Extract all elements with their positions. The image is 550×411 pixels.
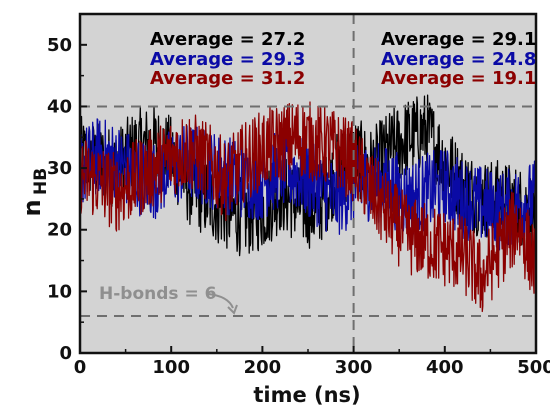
hbond-annotation-label: H-bonds = 6 (99, 284, 216, 304)
y-tick-label: 30 (47, 158, 72, 179)
avg-right-series2: Average = 24.8 (381, 49, 536, 70)
x-tick-label: 400 (426, 357, 464, 378)
y-axis-title-sub: HB (31, 168, 51, 195)
series-line-3 (79, 101, 537, 313)
y-tick-label: 40 (47, 96, 72, 117)
x-tick-label: 200 (244, 357, 282, 378)
y-axis-title-main: n (18, 199, 46, 216)
y-axis-title: n HB (18, 168, 51, 217)
avg-left-series1: Average = 27.2 (150, 29, 305, 50)
x-tick-label: 0 (74, 357, 87, 378)
y-tick-label: 0 (59, 343, 72, 364)
axis-ticks: 0 100 200 300 400 500 0 10 20 30 40 50 (47, 35, 550, 378)
series-layer (79, 94, 537, 313)
reference-lines (80, 14, 536, 353)
avg-left-series3: Average = 31.2 (150, 68, 305, 89)
avg-left-series2: Average = 29.3 (150, 49, 305, 70)
avg-right-series1: Average = 29.1 (381, 29, 536, 50)
hbond-annotation-arrowhead-icon (227, 304, 238, 315)
hbond-annotation-arrow-icon (207, 293, 234, 309)
x-tick-label: 300 (335, 357, 373, 378)
y-tick-label: 50 (47, 35, 72, 56)
x-tick-label: 500 (517, 357, 550, 378)
y-tick-label: 10 (47, 281, 72, 302)
avg-right-series3: Average = 19.1 (381, 68, 536, 89)
x-axis-title: time (ns) (253, 383, 360, 407)
y-tick-label: 20 (47, 220, 72, 241)
x-tick-label: 100 (152, 357, 190, 378)
